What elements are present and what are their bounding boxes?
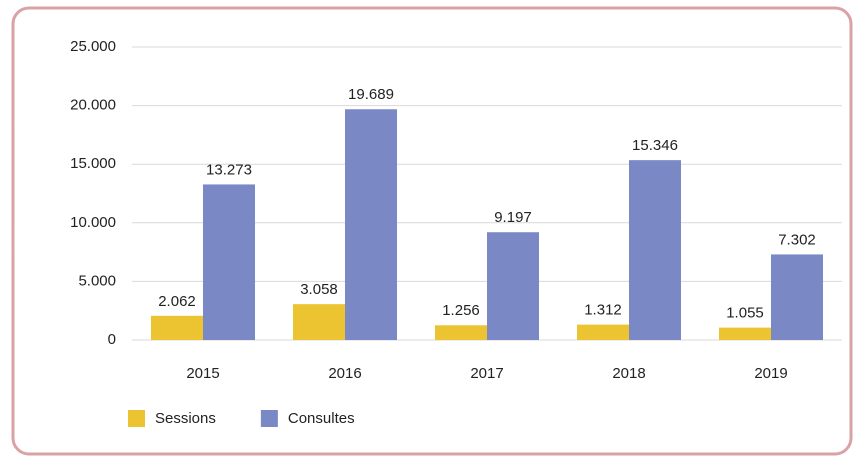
legend-swatch bbox=[128, 410, 145, 427]
bar bbox=[629, 160, 681, 340]
data-label: 2.062 bbox=[158, 293, 196, 310]
y-tick-label: 5.000 bbox=[78, 272, 116, 289]
x-tick-label: 2016 bbox=[328, 365, 361, 382]
bar bbox=[771, 254, 823, 340]
bar bbox=[577, 324, 629, 340]
data-label: 3.058 bbox=[300, 281, 338, 298]
data-label: 1.256 bbox=[442, 302, 480, 319]
chart-frame bbox=[11, 6, 853, 456]
data-label: 13.273 bbox=[206, 161, 252, 178]
data-label: 1.312 bbox=[584, 302, 622, 319]
bar bbox=[487, 232, 539, 340]
data-label: 9.197 bbox=[494, 209, 532, 226]
legend-label: Sessions bbox=[155, 410, 216, 427]
y-tick-label: 0 bbox=[108, 331, 116, 348]
x-tick-label: 2018 bbox=[612, 365, 645, 382]
bar bbox=[719, 327, 771, 340]
data-label: 15.346 bbox=[632, 137, 678, 154]
bar bbox=[293, 304, 345, 340]
y-tick-label: 15.000 bbox=[70, 155, 116, 172]
bar bbox=[345, 109, 397, 340]
data-label: 19.689 bbox=[348, 86, 394, 103]
x-tick-label: 2019 bbox=[754, 365, 787, 382]
y-tick-label: 10.000 bbox=[70, 214, 116, 231]
bar bbox=[151, 315, 203, 340]
x-tick-label: 2015 bbox=[186, 365, 219, 382]
y-tick-label: 25.000 bbox=[70, 38, 116, 55]
y-tick-label: 20.000 bbox=[70, 97, 116, 114]
bar bbox=[203, 184, 255, 340]
legend-label: Consultes bbox=[288, 410, 355, 427]
legend-swatch bbox=[260, 410, 278, 427]
bar bbox=[435, 325, 487, 340]
data-label: 1.055 bbox=[726, 305, 764, 322]
data-label: 7.302 bbox=[778, 231, 816, 248]
x-tick-label: 2017 bbox=[470, 365, 503, 382]
